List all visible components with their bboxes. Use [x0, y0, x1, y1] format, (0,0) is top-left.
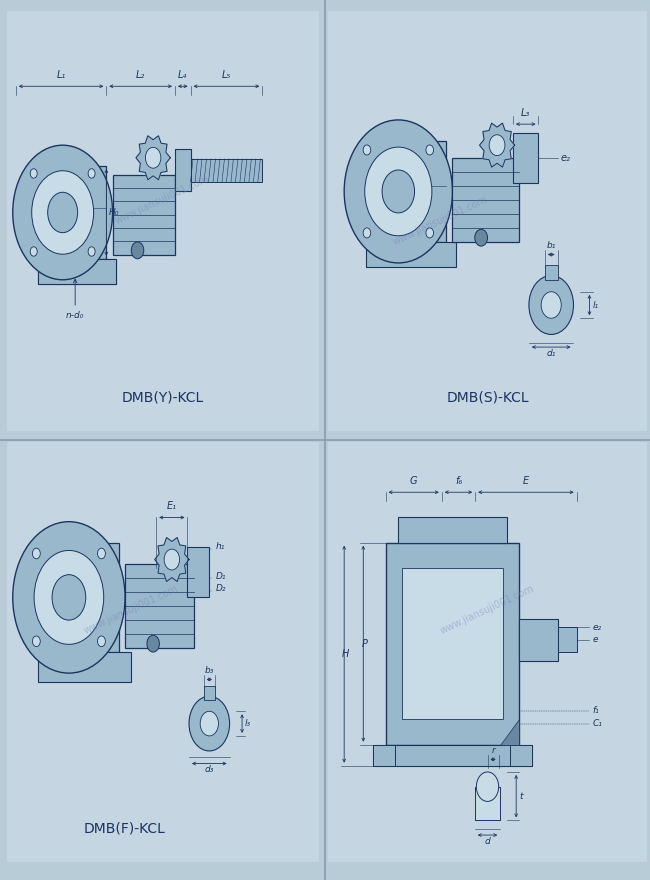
Text: d₁: d₁	[547, 348, 556, 357]
Text: d: d	[485, 837, 490, 846]
Text: d₃: d₃	[205, 765, 214, 774]
Circle shape	[200, 711, 218, 736]
Circle shape	[474, 230, 488, 246]
Bar	[385, 543, 519, 744]
Text: H: H	[342, 649, 349, 659]
Polygon shape	[155, 538, 189, 582]
Circle shape	[363, 145, 370, 155]
Bar	[203, 686, 215, 700]
Circle shape	[363, 228, 370, 238]
Bar	[367, 242, 456, 268]
Bar	[398, 517, 506, 543]
Circle shape	[344, 120, 452, 263]
Bar	[474, 787, 500, 820]
Text: www.jiansuji001.com: www.jiansuji001.com	[114, 173, 211, 226]
Circle shape	[13, 145, 112, 280]
Text: L₄: L₄	[178, 70, 187, 80]
Text: C₁: C₁	[593, 719, 603, 728]
Bar	[373, 744, 395, 766]
Circle shape	[529, 275, 573, 334]
Text: DMB(Y)-KCL: DMB(Y)-KCL	[122, 391, 203, 405]
Circle shape	[146, 147, 161, 168]
Text: L₂: L₂	[136, 70, 146, 80]
Circle shape	[88, 246, 95, 256]
Circle shape	[426, 145, 434, 155]
Circle shape	[382, 170, 415, 213]
Circle shape	[47, 192, 77, 232]
Bar	[69, 543, 119, 652]
Bar	[38, 652, 131, 681]
Polygon shape	[136, 136, 170, 180]
Circle shape	[489, 135, 505, 156]
Bar	[545, 265, 558, 280]
Circle shape	[34, 551, 104, 644]
Text: H₀: H₀	[109, 208, 119, 217]
Circle shape	[147, 635, 159, 652]
Text: l₃: l₃	[245, 719, 252, 728]
Text: b₁: b₁	[547, 241, 556, 250]
Text: n-d₀: n-d₀	[66, 279, 84, 319]
Bar	[187, 546, 209, 598]
Circle shape	[541, 292, 561, 319]
Text: www.jiansuji001.com: www.jiansuji001.com	[391, 194, 488, 247]
Bar	[38, 259, 116, 284]
Text: L₁: L₁	[57, 70, 66, 80]
Text: E₁: E₁	[167, 502, 177, 511]
Circle shape	[476, 772, 499, 802]
Text: G: G	[410, 476, 417, 486]
Bar	[373, 744, 532, 766]
Circle shape	[32, 636, 40, 647]
Text: L₃: L₃	[521, 108, 530, 118]
Text: D₁: D₁	[216, 572, 226, 581]
Circle shape	[98, 636, 105, 647]
Text: P: P	[362, 639, 368, 649]
Bar	[398, 141, 446, 242]
Text: r: r	[491, 746, 495, 755]
Circle shape	[30, 169, 37, 178]
Text: l₁: l₁	[593, 300, 599, 310]
Bar	[519, 619, 558, 661]
Bar	[510, 744, 532, 766]
Text: b₃: b₃	[205, 666, 214, 675]
Polygon shape	[480, 123, 515, 167]
Circle shape	[88, 169, 95, 178]
Text: e₂: e₂	[593, 622, 602, 632]
Bar	[125, 564, 194, 648]
Circle shape	[13, 522, 125, 673]
Circle shape	[426, 228, 434, 238]
Bar	[175, 150, 190, 192]
Text: www.jiansuji001.com: www.jiansuji001.com	[439, 583, 536, 636]
Polygon shape	[500, 719, 519, 744]
Circle shape	[32, 548, 40, 559]
Circle shape	[164, 549, 179, 570]
Text: DMB(F)-KCL: DMB(F)-KCL	[84, 822, 166, 836]
Circle shape	[52, 575, 86, 620]
Bar	[112, 174, 175, 254]
Circle shape	[131, 242, 144, 259]
Circle shape	[189, 696, 229, 751]
Text: L₅: L₅	[222, 70, 231, 80]
Circle shape	[30, 246, 37, 256]
Bar	[402, 568, 503, 719]
Bar	[452, 158, 519, 242]
Text: D₂: D₂	[216, 584, 226, 593]
Text: f₆: f₆	[455, 476, 462, 486]
Text: h₁: h₁	[216, 542, 225, 552]
Text: e₂: e₂	[561, 153, 571, 163]
Circle shape	[365, 147, 432, 236]
Text: E: E	[523, 476, 529, 486]
Text: e: e	[593, 635, 598, 644]
Text: f₁: f₁	[593, 707, 599, 715]
Bar	[38, 259, 116, 284]
Text: DMB(S)-KCL: DMB(S)-KCL	[446, 391, 529, 405]
Text: e₁: e₁	[36, 208, 46, 217]
Text: t: t	[519, 792, 523, 801]
Circle shape	[32, 171, 94, 254]
Bar	[62, 166, 107, 259]
Text: www.jiansuji001.com: www.jiansuji001.com	[83, 583, 180, 636]
Bar	[513, 133, 538, 183]
Bar	[558, 627, 577, 652]
Circle shape	[98, 548, 105, 559]
Bar	[190, 158, 263, 182]
